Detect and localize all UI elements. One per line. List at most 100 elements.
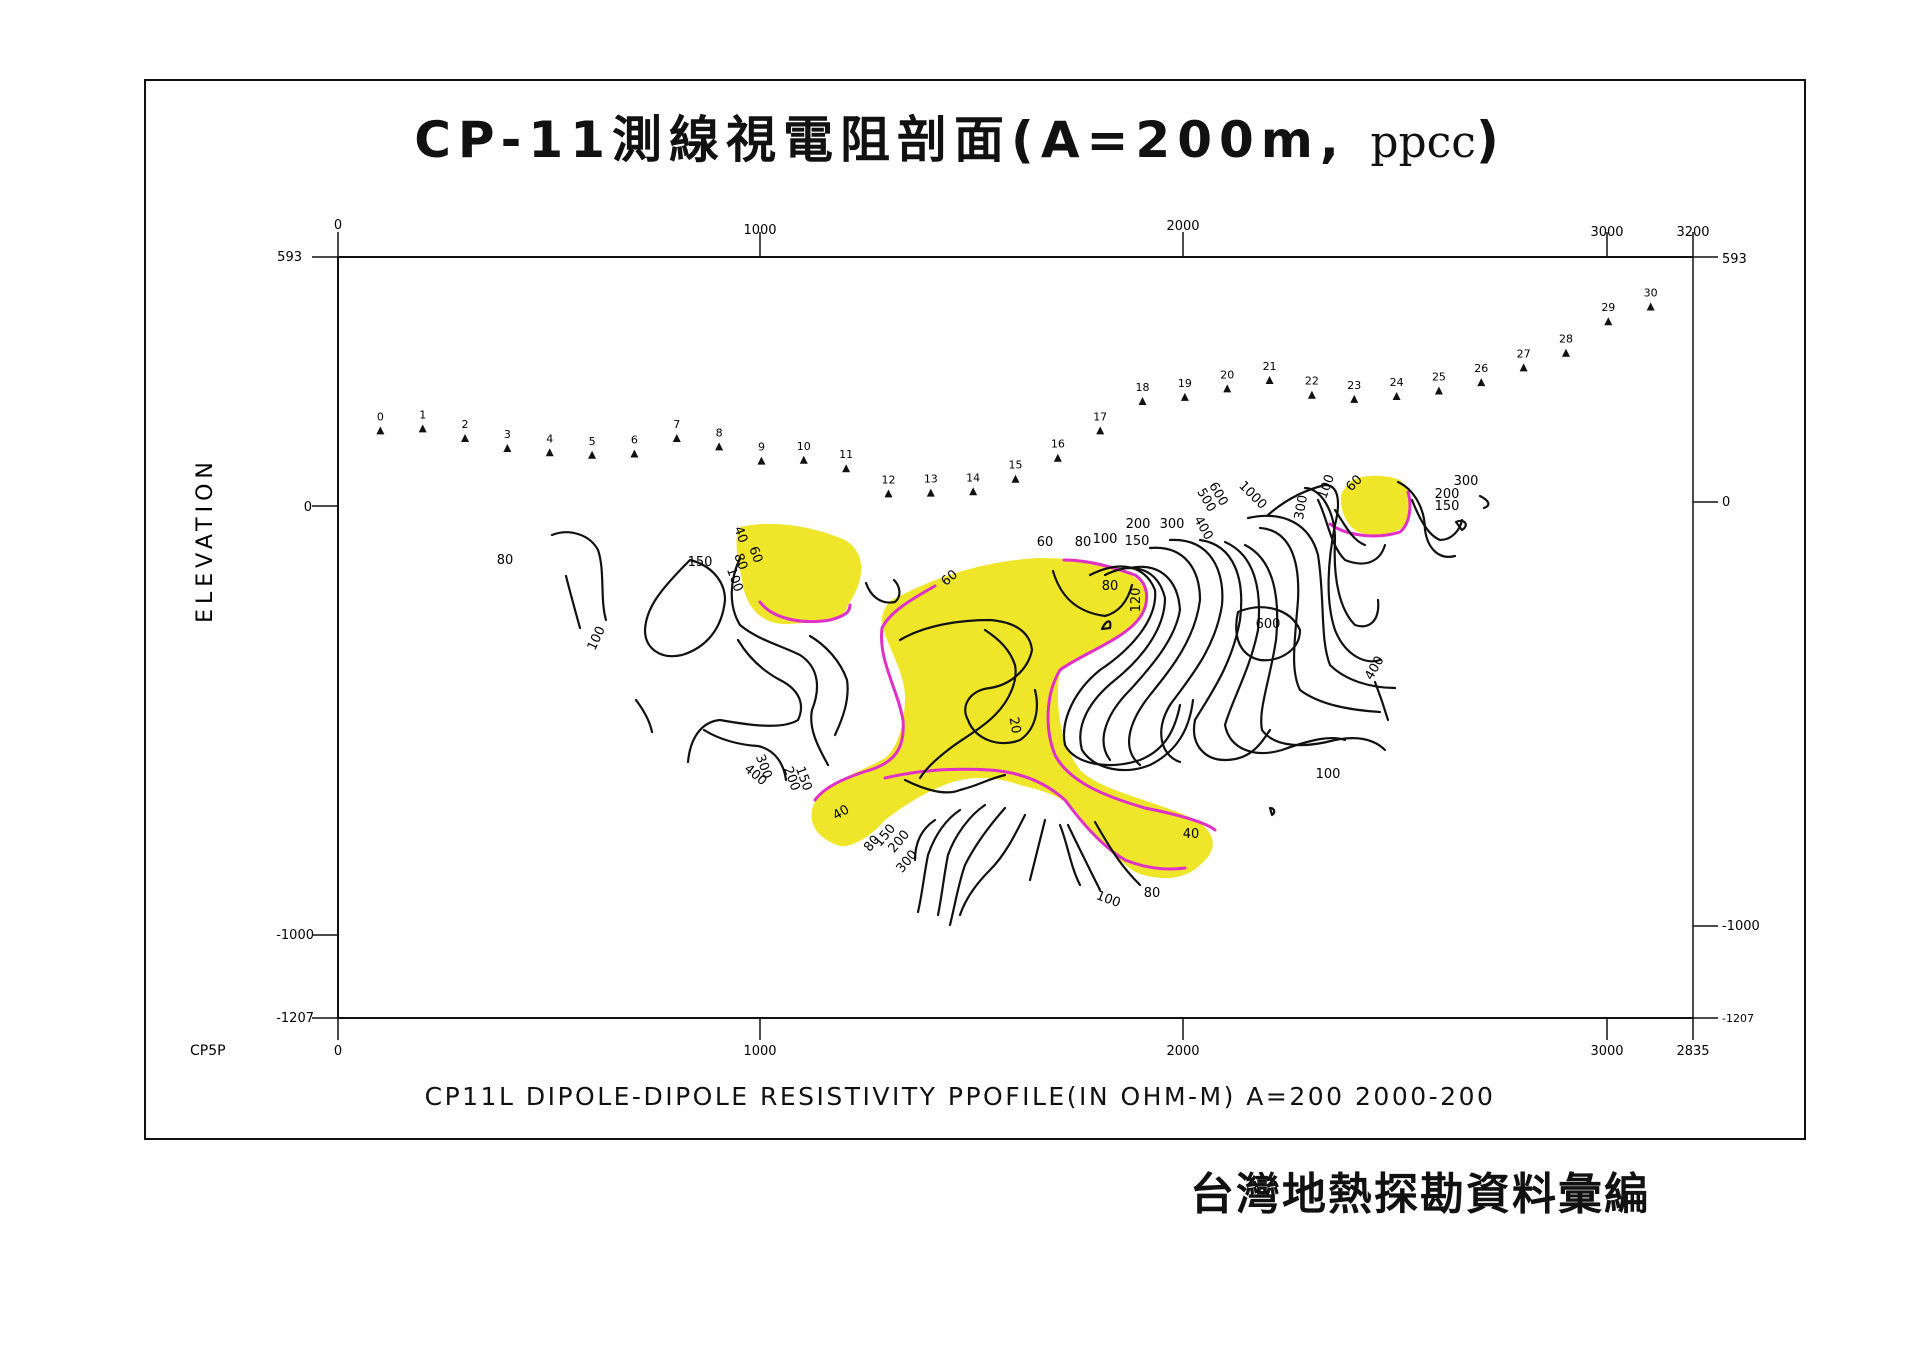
- contour-label: 300: [1160, 517, 1185, 532]
- contour-line: [1316, 498, 1387, 565]
- station-marker: [1477, 378, 1486, 387]
- bottom-tick-label: 3000: [1590, 1044, 1623, 1059]
- corner-label: CP5P: [190, 1043, 226, 1059]
- contour-line: [948, 806, 1007, 927]
- station-label: 19: [1178, 377, 1192, 390]
- station-label: 28: [1559, 333, 1573, 346]
- left-tick-labels: 593 0 -1000 -1207: [276, 250, 314, 1026]
- contour-line: [1396, 480, 1457, 558]
- station-label: 22: [1305, 375, 1319, 388]
- contour-label: 150: [688, 555, 713, 570]
- station-label: 12: [881, 473, 895, 486]
- contour-line: [1028, 818, 1047, 882]
- contour-line: [1243, 543, 1387, 752]
- source-credit: 台灣地熱探勘資料彙編: [1190, 1169, 1650, 1220]
- contour-line: [643, 558, 727, 658]
- low-zone-boundaries: [758, 490, 1412, 871]
- contour-label: 20: [1006, 716, 1024, 735]
- station-marker: [1561, 348, 1570, 357]
- top-tick-label: 2000: [1166, 219, 1199, 234]
- top-tick-label: 0: [334, 218, 342, 233]
- contour-line: [1093, 820, 1142, 887]
- station-label: 15: [1009, 459, 1023, 472]
- right-tick-labels: 593 0 -1000 -1207: [1722, 252, 1760, 1025]
- station-marker: [1307, 390, 1316, 399]
- station-marker: [884, 489, 893, 498]
- station-label: 23: [1347, 379, 1361, 392]
- contour-label: 80: [1144, 886, 1161, 901]
- contour-line: [686, 638, 803, 764]
- top-tick-label: 3200: [1676, 225, 1709, 240]
- contour-line: [1160, 538, 1224, 764]
- bottom-tick-label: 2835: [1676, 1044, 1709, 1059]
- station-marker: [715, 442, 724, 451]
- station-marker: [969, 487, 978, 496]
- station-label: 8: [716, 426, 723, 439]
- station-marker: [1138, 397, 1147, 406]
- contour-line: [564, 574, 582, 630]
- station-label: 0: [377, 410, 384, 423]
- contour-label: 40: [730, 524, 750, 545]
- boundary-line: [883, 767, 1187, 871]
- contour-label: 120: [1129, 588, 1144, 613]
- contour-line: [702, 728, 788, 782]
- top-tick-label: 3000: [1590, 225, 1623, 240]
- contour-label: 40: [1183, 827, 1200, 842]
- station-label: 10: [797, 440, 811, 453]
- station-marker: [1604, 317, 1613, 326]
- contour-label: 100: [1094, 888, 1122, 911]
- station-marker: [376, 426, 385, 435]
- contour-line: [1058, 823, 1082, 887]
- contour-line: [730, 556, 830, 767]
- station-label: 16: [1051, 438, 1065, 451]
- title-close: ): [1475, 111, 1506, 169]
- contour-line: [918, 628, 1017, 780]
- low-zone-a: [736, 523, 862, 625]
- contour-line: [1192, 538, 1272, 762]
- contour-label: 200: [1126, 517, 1151, 532]
- boundary-line: [1046, 558, 1217, 832]
- right-tick-label: 593: [1722, 252, 1747, 267]
- left-tick-label: -1000: [276, 928, 314, 943]
- right-tick-label: -1000: [1722, 919, 1760, 934]
- station-marker: [1053, 453, 1062, 462]
- station-marker: [1646, 302, 1655, 311]
- station-marker: [1392, 391, 1401, 400]
- station-label: 25: [1432, 371, 1446, 384]
- contour-label: 100: [1315, 473, 1338, 501]
- station-label: 5: [589, 435, 596, 448]
- contour-label: 300: [1454, 474, 1479, 489]
- contour-line: [903, 773, 1007, 794]
- station-marker: [418, 424, 427, 433]
- left-tick-label: -1207: [276, 1011, 314, 1026]
- plot-axes: [312, 232, 1718, 1040]
- contour-label: 150: [1435, 499, 1460, 514]
- station-marker: [926, 488, 935, 497]
- left-tick-label: 0: [304, 500, 312, 515]
- contour-line: [1333, 508, 1367, 547]
- station-label: 30: [1644, 287, 1658, 300]
- contour-line: [1051, 569, 1134, 618]
- station-marker: [757, 456, 766, 465]
- contour-label: 80: [730, 551, 750, 572]
- contour-line: [1066, 823, 1102, 892]
- station-label: 14: [966, 471, 980, 484]
- station-marker: [461, 433, 470, 442]
- contour-label: 80: [1102, 579, 1119, 594]
- contour-label: 100: [1316, 767, 1341, 782]
- contour-line: [1062, 565, 1182, 767]
- contour-line: [1478, 494, 1490, 510]
- y-axis-title: ELEVATION: [193, 457, 218, 623]
- bottom-tick-label: 2000: [1166, 1044, 1199, 1059]
- contour-line: [898, 618, 1038, 745]
- contour-line: [1128, 546, 1202, 767]
- title-main: CP-11測線視電阻剖面(A=200m,: [414, 111, 1346, 169]
- station-label: 20: [1220, 368, 1234, 381]
- station-marker: [842, 464, 851, 473]
- contour-label: 150: [1125, 534, 1150, 549]
- figure-frame: [144, 79, 1806, 1140]
- contour-line: [808, 634, 849, 737]
- contour-line: [1102, 565, 1182, 762]
- contour-line: [1100, 620, 1112, 631]
